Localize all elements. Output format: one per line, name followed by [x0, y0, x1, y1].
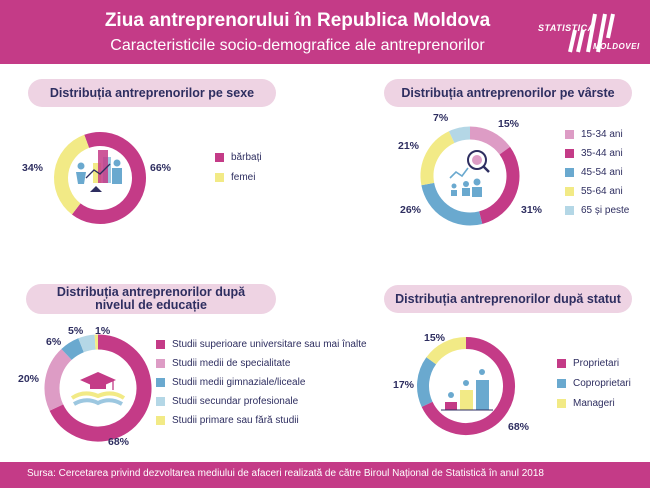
legend-item-superioare: Studii superioare universitare sau mai î… [156, 339, 367, 350]
legend-item-45-54: 45-54 ani [565, 167, 623, 178]
donut-status [417, 337, 515, 435]
legend-swatch [565, 206, 574, 215]
analytics-magnifier-icon [449, 150, 490, 197]
legend-swatch [557, 379, 566, 388]
label-edu-superioare: 68% [108, 436, 130, 448]
legend-label: Studii superioare universitare sau mai î… [172, 339, 367, 350]
chart-title-status: Distribuția antreprenorilor după statut [384, 285, 632, 313]
legend-label: bărbați [231, 152, 262, 163]
donut-slice-age-3 [420, 131, 455, 186]
legend-swatch [565, 130, 574, 139]
page-title: Ziua antreprenorului în Republica Moldov… [104, 10, 491, 31]
legend-swatch [156, 416, 165, 425]
legend-item-specialitate: Studii medii de specialitate [156, 358, 290, 369]
label-age-65plus: 7% [433, 112, 449, 124]
donut-slice-edu-2 [61, 338, 85, 361]
legend-item-35-44: 35-44 ani [565, 148, 623, 159]
people-chart-icon [76, 150, 122, 192]
team-bar-chart-icon [441, 369, 493, 411]
chart-title-education: Distribuția antreprenorilor după nivelul… [26, 284, 276, 314]
legend-item-proprietari: Proprietari [557, 358, 619, 369]
label-status-proprietari: 68% [508, 421, 530, 433]
footer-banner: Sursa: Cercetarea privind dezvoltarea me… [0, 462, 650, 488]
legend-swatch [156, 359, 165, 368]
legend-swatch [557, 399, 566, 408]
label-edu-specialitate: 20% [18, 373, 40, 385]
label-status-coproprietari: 17% [393, 379, 415, 391]
legend-item-barbati: bărbați [215, 152, 262, 163]
legend-label: Studii medii de specialitate [172, 358, 291, 369]
legend-swatch [565, 168, 574, 177]
donut-slice-edu-1 [44, 349, 72, 411]
page-subtitle: Caracteristicile socio-demografice ale a… [110, 37, 485, 54]
donut-slice-sex-1 [54, 134, 90, 215]
donut-slice-status-0 [421, 337, 515, 435]
statistica-moldovei-logo: STATISTICA MOLDOVEI [538, 8, 643, 60]
legend-swatch [156, 397, 165, 406]
legend-label: Proprietari [573, 358, 620, 369]
label-sex-femei: 34% [22, 162, 44, 174]
donut-slice-sex-0 [71, 132, 146, 224]
legend-label: femei [231, 172, 256, 183]
legend-label: Studii secundar profesionale [172, 396, 299, 407]
logo-text-statistica: STATISTICA [538, 23, 595, 33]
legend-swatch [156, 340, 165, 349]
legend-item-coproprietari: Coproprietari [557, 378, 631, 389]
legend-swatch [565, 149, 574, 158]
donut-slice-edu-3 [78, 334, 96, 353]
header-banner: Ziua antreprenorului în Republica Moldov… [0, 0, 650, 64]
label-age-55-64: 21% [398, 140, 420, 152]
legend-item-15-34: 15-34 ani [565, 129, 623, 140]
legend-swatch [557, 359, 566, 368]
graduation-cap-icon [70, 372, 126, 406]
legend-label: 35-44 ani [581, 148, 623, 159]
legend-item-65-plus: 65 și peste [565, 205, 629, 216]
donut-slice-age-1 [478, 146, 520, 224]
label-age-35-44: 31% [521, 204, 543, 216]
donut-slice-edu-0 [49, 334, 152, 442]
legend-swatch [215, 153, 224, 162]
donut-age [420, 126, 520, 226]
label-edu-gimnaziale: 6% [46, 336, 62, 348]
chart-title-age: Distribuția antreprenorilor pe vârste [384, 79, 632, 107]
donut-slice-age-4 [448, 126, 471, 144]
label-status-manageri: 15% [424, 332, 446, 344]
donut-slice-status-2 [426, 337, 467, 365]
chart-title-sex: Distribuția antreprenorilor pe sexe [28, 79, 276, 107]
donut-sex [54, 132, 146, 224]
legend-swatch [215, 173, 224, 182]
logo-text-moldovei: MOLDOVEI [593, 42, 640, 51]
legend-label: Studii medii gimnaziale/liceale [172, 377, 306, 388]
legend-item-manageri: Manageri [557, 398, 615, 409]
label-edu-secundar: 5% [68, 325, 84, 337]
label-age-15-34: 15% [498, 118, 520, 130]
legend-swatch [156, 378, 165, 387]
legend-label: 45-54 ani [581, 167, 623, 178]
donut-slice-age-2 [421, 182, 483, 226]
legend-label: Coproprietari [573, 378, 631, 389]
legend-item-gimnaziale: Studii medii gimnaziale/liceale [156, 377, 305, 388]
logo-bars-icon [568, 13, 615, 53]
label-edu-primare: 1% [95, 325, 111, 337]
legend-item-femei: femei [215, 172, 255, 183]
legend-label: Manageri [573, 398, 615, 409]
label-age-45-54: 26% [400, 204, 422, 216]
legend-label: 55-64 ani [581, 186, 623, 197]
legend-swatch [565, 187, 574, 196]
donut-education [44, 334, 152, 442]
legend-item-55-64: 55-64 ani [565, 186, 623, 197]
donut-slice-age-0 [469, 126, 511, 155]
legend-label: 15-34 ani [581, 129, 623, 140]
legend-label: 65 și peste [581, 205, 630, 216]
donut-slice-status-1 [417, 357, 437, 407]
label-sex-barbati: 66% [150, 162, 172, 174]
legend-label: Studii primare sau fără studii [172, 415, 299, 426]
legend-item-secundar: Studii secundar profesionale [156, 396, 298, 407]
legend-item-primare: Studii primare sau fără studii [156, 415, 299, 426]
source-note: Sursa: Cercetarea privind dezvoltarea me… [27, 468, 544, 479]
